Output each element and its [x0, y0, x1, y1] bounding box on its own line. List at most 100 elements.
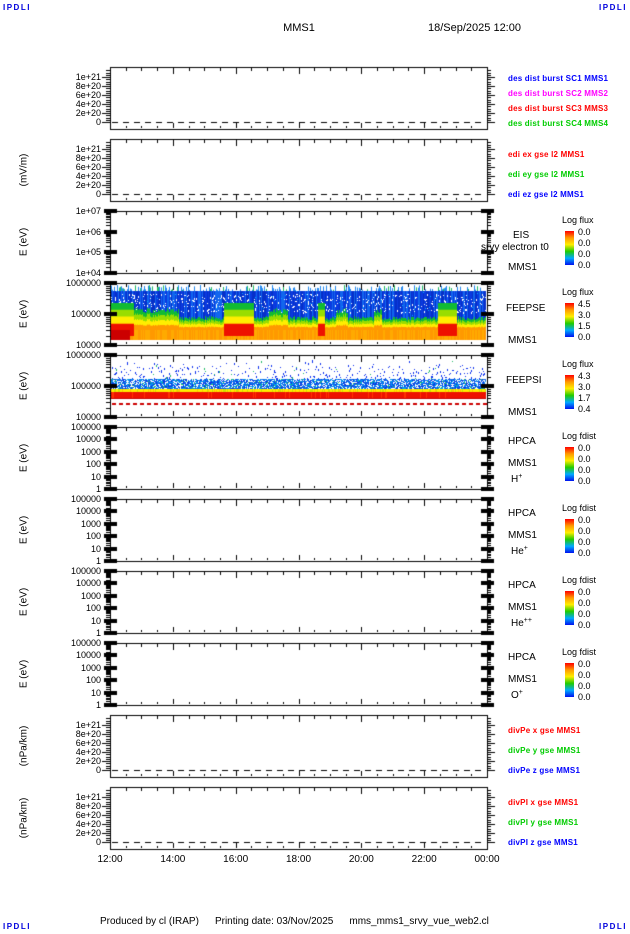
colorbar-title: Log fdist [562, 431, 597, 441]
panel-right-label: srvy electron t0 [481, 242, 549, 253]
y-axis-unit: (mV/m) [18, 153, 30, 187]
y-tick-label: 100000 [70, 422, 101, 432]
y-axis-unit: (nPa/km) [18, 725, 30, 767]
panel-right-label: MMS1 [508, 674, 537, 685]
panel-right-label: HPCA [508, 580, 536, 591]
footer-produced-by: Produced by cl (IRAP) [100, 916, 199, 927]
colorbar-bar [565, 447, 574, 481]
y-tick-label: 1 [95, 628, 101, 638]
x-tick-label: 14:00 [160, 854, 186, 865]
legend-entry: edi ex gse l2 MMS1 [508, 150, 585, 159]
y-tick-label: 1e+05 [75, 247, 101, 258]
corner-label-bottom-right: IPDLI [599, 922, 627, 931]
y-tick-label: 1e+04 [75, 268, 101, 278]
y-axis-unit: E (eV) [18, 659, 30, 689]
colorbar-bar [565, 591, 574, 625]
colorbar-tick-label: 0.0 [578, 249, 591, 259]
y-tick-label: 1 [95, 700, 101, 710]
ion-label: He++ [511, 617, 532, 629]
panel-hpca-hepp [110, 571, 487, 633]
colorbar-title: Log flux [562, 287, 594, 297]
colorbar-tick-label: 0.0 [578, 598, 591, 608]
y-tick-label: 1000 [80, 590, 101, 601]
colorbar-tick-label: 0.0 [578, 587, 591, 597]
y-tick-label: 1000 [80, 518, 101, 529]
ion-label: He+ [511, 545, 528, 557]
panel-right-label: FEEPSI [506, 375, 542, 386]
y-tick-label: 100000 [70, 381, 101, 391]
panel-feepse [110, 283, 487, 345]
panel-hpca-he [110, 499, 487, 561]
y-tick-label: 1e+07 [75, 206, 101, 216]
colorbar-tick-label: 0.0 [578, 465, 591, 475]
y-axis-unit: E (eV) [18, 515, 30, 545]
y-tick-label: 1000000 [65, 350, 101, 360]
y-tick-label: 100000 [70, 638, 101, 648]
y-tick-label: 1 [95, 556, 101, 566]
corner-label-top-left: IPDLI [3, 3, 31, 12]
legend-entry: des dist burst SC3 MMS3 [508, 104, 609, 113]
colorbar-tick-label: 0.0 [578, 476, 591, 486]
x-tick-label: 16:00 [223, 854, 249, 865]
y-tick-label: 100 [85, 675, 101, 686]
y-tick-label: 10000 [75, 578, 101, 589]
colorbar-tick-label: 0.0 [578, 659, 591, 669]
y-tick-label: 1000 [80, 446, 101, 457]
y-tick-label: 10 [90, 687, 101, 698]
colorbar-tick-label: 0.4 [578, 404, 591, 414]
legend-entry: divPe z gse MMS1 [508, 766, 581, 775]
ion-label: H+ [511, 473, 523, 485]
y-tick-label: 0 [95, 765, 101, 775]
colorbar-tick-label: 0.0 [578, 670, 591, 680]
panel-right-label: MMS1 [508, 407, 537, 418]
x-tick-label: 18:00 [285, 854, 312, 865]
y-tick-label: 10000 [75, 412, 101, 422]
panel-edi-e-gse [110, 139, 487, 201]
y-tick-label: 100 [85, 531, 101, 542]
y-tick-label: 100000 [70, 494, 101, 504]
y-tick-label: 10 [90, 543, 101, 554]
colorbar-tick-label: 0.0 [578, 609, 591, 619]
y-tick-label: 1000 [80, 662, 101, 673]
colorbar-tick-label: 4.3 [578, 371, 591, 381]
colorbar-tick-label: 0.0 [578, 454, 591, 464]
y-tick-label: 1 [95, 484, 101, 494]
panel-divpe [110, 715, 487, 777]
panel-right-label: MMS1 [508, 458, 537, 469]
legend-entry: divPe y gse MMS1 [508, 746, 581, 755]
footer-printing-date: Printing date: 03/Nov/2025 [214, 916, 334, 927]
panel-right-label: FEEPSE [506, 303, 546, 314]
colorbar-bar [565, 375, 574, 409]
colorbar-bar [565, 663, 574, 697]
y-tick-label: 0 [95, 117, 101, 127]
y-tick-label: 100 [85, 603, 101, 614]
colorbar-title: Log fdist [562, 647, 597, 657]
x-tick-label: 20:00 [348, 854, 374, 865]
colorbar-tick-label: 0.0 [578, 260, 591, 270]
panel-right-label: MMS1 [508, 335, 537, 346]
colorbar-tick-label: 1.5 [578, 321, 591, 331]
colorbar-bar [565, 303, 574, 337]
panel-divpi [110, 787, 487, 849]
footer-script-name: mms_mms1_srvy_vue_web2.cl [349, 916, 489, 927]
colorbar-tick-label: 4.5 [578, 299, 591, 309]
legend-entry: des dist burst SC4 MMS4 [508, 119, 609, 128]
legend-entry: divPe x gse MMS1 [508, 726, 581, 735]
y-axis-unit: (nPa/km) [18, 797, 30, 839]
colorbar-tick-label: 0.0 [578, 537, 591, 547]
colorbar-bar [565, 231, 574, 265]
y-tick-label: 10000 [75, 340, 101, 350]
legend-entry: edi ez gse l2 MMS1 [508, 190, 585, 199]
corner-label-top-right: IPDLI [599, 3, 627, 12]
colorbar-tick-label: 0.0 [578, 515, 591, 525]
colorbar-title: Log fdist [562, 503, 597, 513]
y-tick-label: 100 [85, 459, 101, 470]
panel-feepsi [110, 355, 487, 417]
colorbar-tick-label: 0.0 [578, 238, 591, 248]
x-tick-label: 00:00 [474, 854, 500, 865]
y-tick-label: 0 [95, 837, 101, 847]
colorbar-bar [565, 519, 574, 553]
y-tick-label: 10000 [75, 650, 101, 661]
legend-entry: des dist burst SC2 MMS2 [508, 89, 609, 98]
y-tick-label: 100000 [70, 566, 101, 576]
